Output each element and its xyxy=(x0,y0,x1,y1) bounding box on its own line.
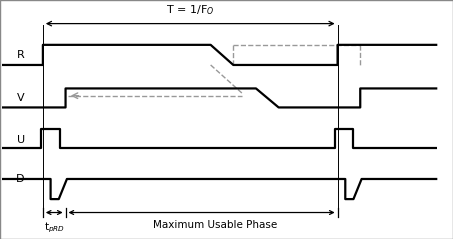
Text: R: R xyxy=(17,50,25,60)
Text: T = 1/F$_O$: T = 1/F$_O$ xyxy=(166,4,214,17)
Text: t$_{pRD}$: t$_{pRD}$ xyxy=(43,220,65,235)
Text: U: U xyxy=(17,135,25,145)
Text: V: V xyxy=(17,93,25,103)
Text: Maximum Usable Phase: Maximum Usable Phase xyxy=(153,220,277,230)
Text: D: D xyxy=(16,174,25,184)
